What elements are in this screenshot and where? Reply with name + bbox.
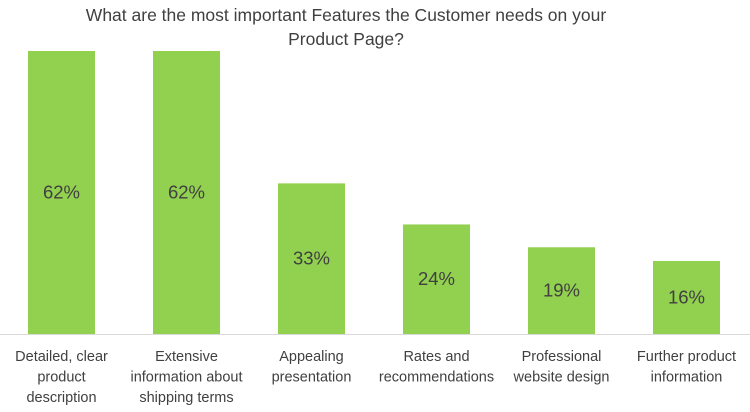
category-label-4-line-2: recommendations [379, 370, 494, 386]
chart-title: What are the most important Features the… [86, 5, 607, 49]
data-label-1: 62% [43, 182, 80, 203]
category-label-4: Rates and recommendations [379, 349, 494, 386]
category-label-5-line-2: website design [513, 370, 610, 386]
category-label-5-line-1: Professional [522, 349, 602, 365]
data-label-2: 62% [168, 182, 205, 203]
data-label-3: 33% [293, 248, 330, 269]
data-label-4: 24% [418, 268, 455, 289]
bar-3 [278, 183, 345, 334]
data-label-6: 16% [668, 286, 705, 307]
chart-title-line-1: What are the most important Features the… [86, 5, 607, 25]
category-label-2: Extensive information about shipping terms [130, 349, 242, 406]
data-labels: 62% 62% 33% 24% 19% 16% [43, 182, 705, 308]
data-label-5: 19% [543, 280, 580, 301]
category-label-5: Professional website design [513, 349, 610, 386]
bar-2 [153, 51, 220, 334]
bar-4 [403, 224, 470, 334]
category-label-3-line-2: presentation [272, 370, 352, 386]
category-label-4-line-1: Rates and [403, 349, 469, 365]
category-label-1-line-1: Detailed, clear [15, 349, 108, 365]
bar-1 [28, 51, 95, 334]
chart-title-line-2: Product Page? [288, 29, 404, 49]
category-label-3: Appealing presentation [272, 349, 352, 386]
bar-6 [653, 260, 720, 334]
category-label-6-line-1: Further product [637, 349, 736, 365]
category-label-2-line-1: Extensive [155, 349, 218, 365]
category-label-3-line-1: Appealing [279, 349, 344, 365]
category-labels: Detailed, clear product description Extensi… [15, 349, 736, 406]
category-label-2-line-3: shipping terms [139, 390, 233, 406]
category-label-1: Detailed, clear product description [15, 349, 108, 406]
category-label-2-line-2: information about [130, 370, 242, 386]
category-label-1-line-3: description [26, 390, 96, 406]
category-label-6-line-2: information [651, 370, 723, 386]
category-label-6: Further product information [637, 349, 736, 386]
bar-5 [528, 247, 595, 334]
bar-series [28, 51, 720, 334]
category-label-1-line-2: product [37, 370, 85, 386]
